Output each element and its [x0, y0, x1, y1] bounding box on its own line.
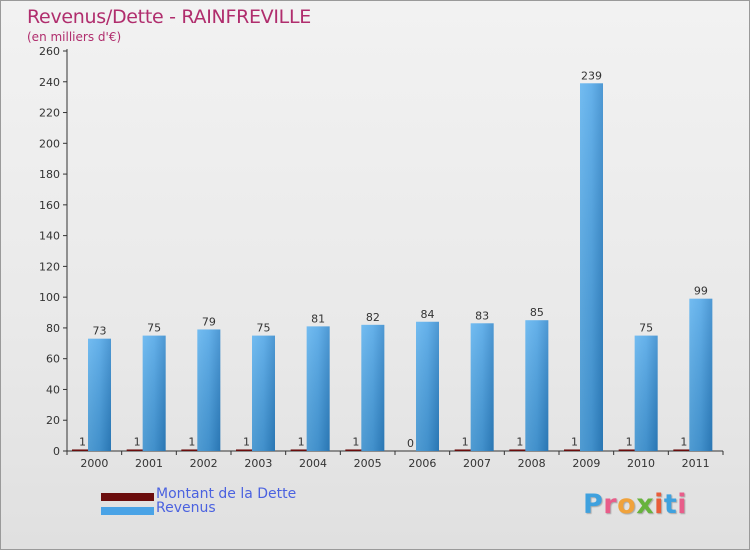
bar-revenus-shade	[525, 320, 549, 451]
bar-dette	[181, 449, 203, 451]
data-label-revenus: 81	[311, 312, 325, 325]
data-label-dette: 1	[79, 435, 86, 448]
bar-revenus-shade	[197, 329, 221, 451]
data-label-revenus: 75	[147, 322, 161, 335]
legend-swatch-revenus	[101, 507, 154, 515]
y-tick-label: 40	[46, 383, 60, 396]
x-tick-label: 2006	[408, 457, 436, 470]
bar-dette	[290, 449, 312, 451]
data-label-revenus: 73	[93, 325, 107, 338]
y-tick-label: 60	[46, 353, 60, 366]
data-label-revenus: 82	[366, 311, 380, 324]
y-tick-label: 20	[46, 414, 60, 427]
x-tick-label: 2008	[518, 457, 546, 470]
bar-revenus-shade	[306, 326, 330, 451]
logo-letter: i	[654, 489, 664, 520]
data-label-revenus: 75	[639, 322, 653, 335]
x-tick-label: 2005	[354, 457, 382, 470]
x-tick-label: 2004	[299, 457, 327, 470]
data-label-revenus: 85	[530, 306, 544, 319]
x-tick-label: 2002	[190, 457, 218, 470]
y-tick-label: 260	[39, 45, 60, 58]
data-label-revenus: 75	[257, 322, 271, 335]
data-label-revenus: 83	[475, 309, 489, 322]
bar-dette	[673, 449, 695, 451]
data-label-revenus: 79	[202, 315, 216, 328]
y-tick-label: 180	[39, 168, 60, 181]
data-label-dette: 1	[188, 435, 195, 448]
y-tick-label: 100	[39, 291, 60, 304]
x-tick-label: 2010	[627, 457, 655, 470]
bar-dette	[564, 449, 585, 451]
y-tick-label: 120	[39, 260, 60, 273]
legend-label-revenus: Revenus	[156, 500, 216, 516]
y-tick-label: 220	[39, 107, 60, 120]
logo-letter: r	[603, 489, 618, 520]
bar-dette	[454, 449, 476, 451]
y-tick-label: 160	[39, 199, 60, 212]
bar-revenus-shade	[88, 338, 111, 451]
bar-revenus-shade	[470, 323, 494, 451]
data-label-dette: 1	[243, 435, 250, 448]
y-tick-label: 140	[39, 230, 60, 243]
bar-revenus-shade	[252, 335, 275, 451]
x-tick-label: 2009	[572, 457, 600, 470]
data-label-dette: 1	[571, 435, 578, 448]
data-label-revenus: 99	[694, 285, 708, 298]
y-tick-label: 200	[39, 137, 60, 150]
bar-revenus-shade	[689, 298, 713, 451]
bar-dette	[236, 449, 257, 451]
x-tick-label: 2007	[463, 457, 491, 470]
bar-dette	[509, 449, 531, 451]
legend-label-dette: Montant de la Dette	[156, 486, 297, 502]
y-tick-label: 80	[46, 322, 60, 335]
data-label-dette: 1	[298, 435, 305, 448]
data-label-dette: 1	[134, 435, 141, 448]
proxiti-logo: Proxiti	[583, 489, 687, 520]
bar-dette	[72, 449, 93, 451]
data-label-revenus: 239	[581, 69, 602, 82]
bar-revenus-shade	[416, 321, 439, 451]
x-tick-label: 2003	[244, 457, 272, 470]
legend-swatch-dette	[101, 493, 154, 501]
logo-letter: P	[583, 489, 604, 520]
y-tick-label: 240	[39, 76, 60, 89]
data-label-dette: 1	[462, 435, 469, 448]
bar-revenus-shade	[580, 83, 603, 452]
y-tick-label: 0	[53, 445, 60, 458]
x-tick-label: 2000	[80, 457, 108, 470]
chart-title: Revenus/Dette - RAINFREVILLE	[27, 6, 311, 28]
data-label-dette: 0	[407, 437, 414, 450]
logo-letter: x	[636, 489, 655, 520]
logo-letter: i	[677, 489, 688, 520]
bar-revenus-shade	[142, 335, 166, 451]
data-label-dette: 1	[626, 435, 633, 448]
data-label-dette: 1	[352, 435, 359, 448]
data-label-dette: 1	[516, 435, 523, 448]
bar-revenus-shade	[361, 324, 385, 451]
data-label-revenus: 84	[421, 308, 435, 321]
bar-dette	[126, 449, 148, 451]
bar-dette	[618, 449, 640, 451]
logo-letter: o	[617, 489, 637, 520]
data-label-dette: 1	[680, 435, 687, 448]
bar-revenus-shade	[634, 335, 658, 451]
bar-dette	[345, 449, 367, 451]
x-tick-label: 2001	[135, 457, 163, 470]
logo-letter: t	[663, 489, 678, 520]
chart-subtitle: (en milliers d'€)	[27, 30, 122, 44]
x-tick-label: 2011	[682, 457, 710, 470]
